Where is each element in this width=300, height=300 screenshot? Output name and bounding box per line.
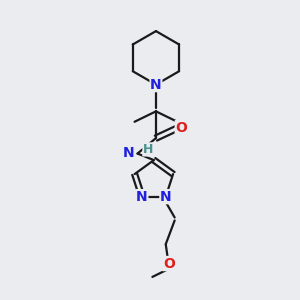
Text: N: N (123, 146, 134, 160)
Text: N: N (160, 190, 172, 204)
Text: O: O (163, 256, 175, 271)
Text: N: N (136, 190, 148, 204)
Text: N: N (150, 78, 162, 92)
Text: H: H (143, 143, 153, 156)
Text: O: O (175, 121, 187, 135)
